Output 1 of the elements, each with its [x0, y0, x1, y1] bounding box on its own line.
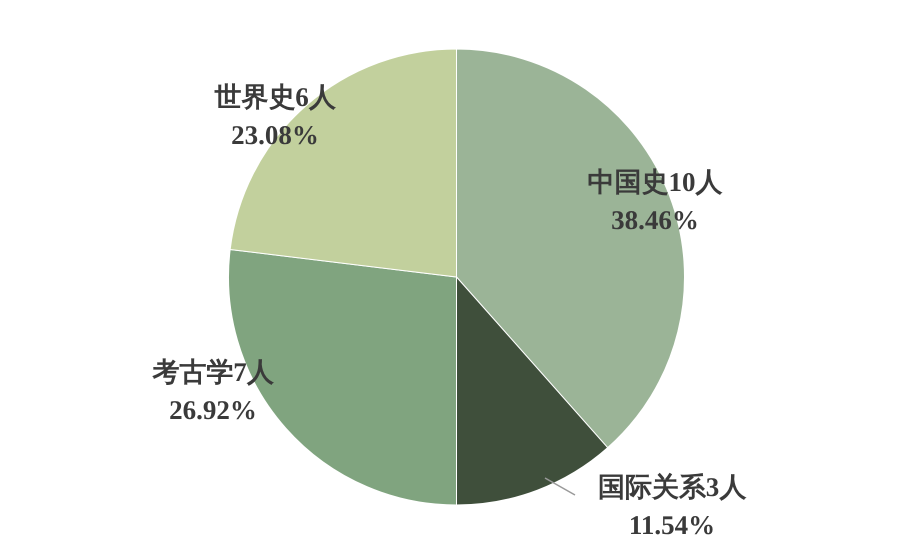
- slice-label: 国际关系3人 11.54%: [598, 472, 748, 540]
